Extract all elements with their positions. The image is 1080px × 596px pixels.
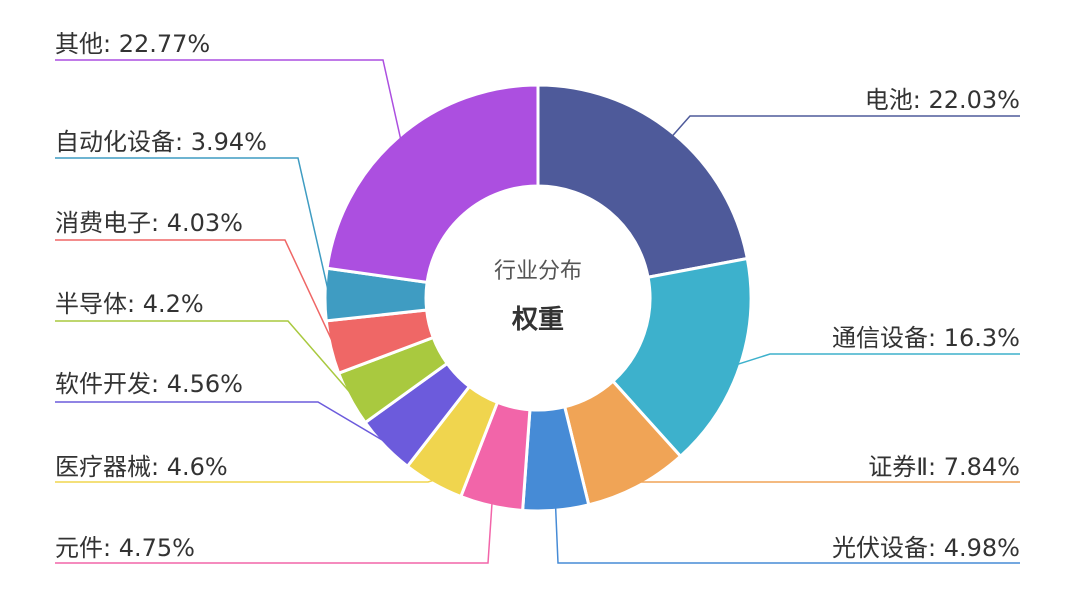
slice-label-4: 元件: 4.75% bbox=[55, 534, 195, 562]
leader-line-10 bbox=[55, 59, 402, 141]
labels-group: 电池: 22.03% 通信设备: 16.3% 证券Ⅱ: 7.84% 光伏设备: 4.9… bbox=[55, 30, 1020, 562]
slice-label-6: 软件开发: 4.56% bbox=[55, 370, 243, 398]
slice-label-8: 消费电子: 4.03% bbox=[55, 209, 243, 237]
leader-line-8 bbox=[55, 239, 336, 347]
slice-label-10: 其他: 22.77% bbox=[55, 30, 210, 58]
leader-line-2 bbox=[635, 481, 1020, 484]
slice-label-5: 医疗器械: 4.6% bbox=[55, 453, 228, 481]
slice-label-7: 半导体: 4.2% bbox=[55, 290, 204, 318]
slice-label-0: 电池: 22.03% bbox=[865, 86, 1020, 114]
slice-label-3: 光伏设备: 4.98% bbox=[832, 534, 1020, 562]
slices-group bbox=[323, 83, 753, 513]
slice-0[interactable] bbox=[536, 83, 750, 279]
slice-label-2: 证券Ⅱ: 7.84% bbox=[868, 453, 1020, 481]
leader-line-6 bbox=[55, 401, 389, 444]
leader-lines-group bbox=[55, 59, 1020, 564]
leader-line-5 bbox=[55, 479, 436, 483]
leader-line-9 bbox=[55, 157, 330, 295]
slice-label-9: 自动化设备: 3.94% bbox=[55, 128, 267, 156]
leader-line-0 bbox=[670, 115, 1020, 138]
slice-10[interactable] bbox=[325, 83, 540, 285]
leader-line-7 bbox=[55, 320, 355, 398]
slice-label-1: 通信设备: 16.3% bbox=[832, 324, 1020, 352]
leader-line-1 bbox=[735, 353, 1020, 366]
center-title: 行业分布 bbox=[494, 259, 582, 284]
leader-line-3 bbox=[554, 506, 1020, 564]
center-subtitle: 权重 bbox=[511, 305, 564, 335]
leader-line-4 bbox=[55, 501, 493, 564]
